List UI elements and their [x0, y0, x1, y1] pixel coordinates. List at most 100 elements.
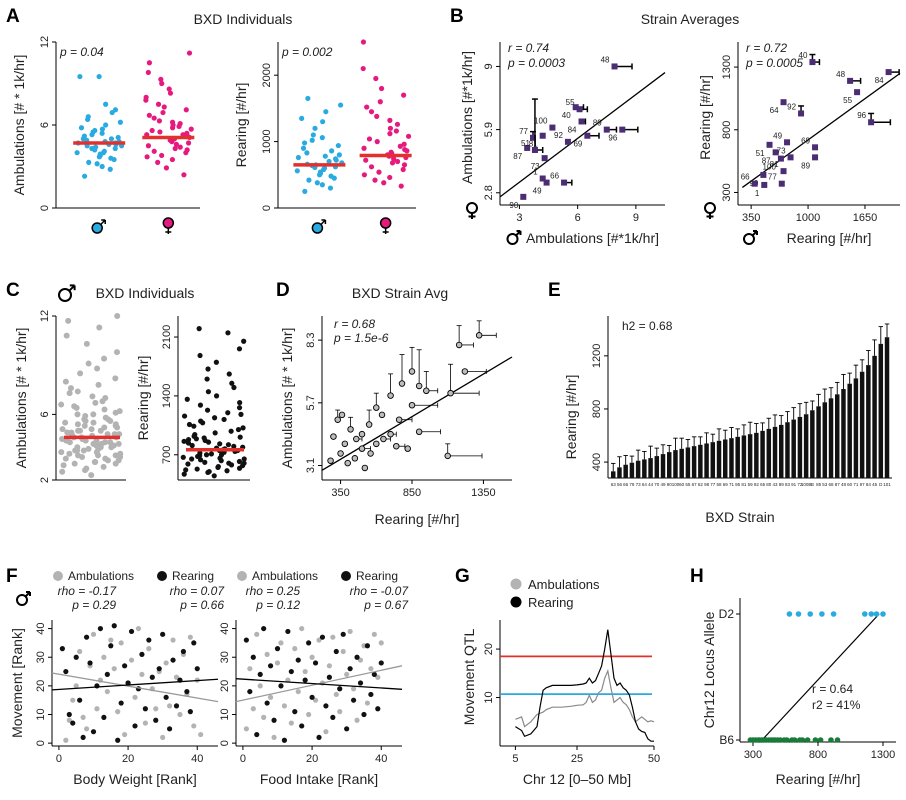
chart-a2-point: [322, 153, 328, 159]
chart-b1-strain-point: [539, 175, 546, 182]
chart-e-x-tick-label: 87: [835, 482, 841, 487]
chart-c2-point: [181, 438, 187, 444]
chart-a2-point: [372, 177, 378, 183]
chart-e-y-label: Rearing [#/hr]: [563, 375, 579, 460]
chart-c1-point: [85, 360, 92, 367]
chart-a1-point: [82, 173, 88, 179]
chart-d-point: [408, 368, 416, 375]
chart-c2-point: [206, 468, 212, 475]
chart-d-stat-r: r = 0.68: [334, 317, 375, 331]
chart-f2-ambulations-point: [271, 734, 277, 741]
chart-a1-point: [107, 166, 113, 172]
chart-e-bar: [698, 444, 703, 478]
chart-c1-point: [112, 375, 119, 382]
chart-f1-rearing-point: [173, 703, 180, 709]
chart-e-bar: [660, 454, 666, 478]
chart-f1-ambulations-point: [173, 674, 180, 680]
chart-g-rearing-line: [515, 629, 654, 742]
chart-a1-y-tick-label: 0: [39, 205, 51, 211]
chart-a1-point: [155, 159, 161, 165]
chart-f1-y-tick-label: 40: [35, 622, 47, 634]
chart-g-y-label: Movement QTL: [461, 629, 477, 726]
panel-a-title: BXD Individuals: [194, 11, 293, 27]
chart-d-point: [351, 455, 359, 462]
chart-e-bar: [735, 436, 740, 478]
chart-f1-legend-rearing-label: Rearing: [172, 569, 214, 583]
chart-e-x-tick-label: 91: [791, 482, 797, 487]
chart-e-x-tick-label: 55: [685, 482, 691, 487]
chart-c2-point: [225, 410, 231, 416]
chart-c1-point: [85, 445, 92, 452]
chart-e-x-tick-label: 66: [623, 482, 629, 487]
chart-c2-point: [238, 411, 244, 417]
chart-c2-point: [231, 443, 237, 449]
chart-f2-y-tick-label: 40: [219, 622, 231, 634]
chart-g-x-tick-label: 25: [571, 753, 583, 765]
chart-f1-rearing-point: [101, 714, 107, 720]
chart-f2-rearing-point: [340, 631, 346, 637]
chart-a1-point: [184, 130, 190, 136]
chart-b2-strain-point: [780, 168, 787, 175]
chart-a2-point: [306, 177, 312, 183]
chart-f1-ambulations-point: [101, 654, 107, 660]
chart-h-fit-line: [761, 613, 880, 741]
chart-e-x-tick-label: 92: [754, 482, 760, 487]
chart-a2-point: [300, 145, 307, 151]
chart-f2-ambulations-point: [292, 646, 298, 652]
chart-d-y-label: Ambulations [# * 1k/hr]: [279, 328, 295, 469]
chart-f2-ambulations-p: p = 0.12: [255, 598, 300, 612]
chart-c1-point: [75, 452, 82, 459]
chart-e-x-tick-label: 100B: [801, 482, 812, 487]
chart-f2-ambulations-point: [316, 637, 322, 643]
chart-b2-strain-point: [760, 171, 767, 178]
chart-b1-strain-label: 73: [531, 162, 540, 171]
chart-b2-strain-point: [809, 59, 816, 66]
chart-e-y-tick-label: 800: [591, 400, 603, 418]
chart-a2-point: [319, 135, 325, 141]
chart-f2-x-tick-label: 0: [240, 753, 246, 765]
chart-a2-point: [304, 150, 310, 156]
chart-a1-point: [173, 141, 179, 147]
chart-b2-strain-label: 40: [799, 51, 808, 60]
chart-e-y-tick-label: 1200: [591, 344, 603, 368]
chart-a1-stat: p = 0.04: [59, 45, 104, 59]
chart-c2-point: [208, 451, 215, 457]
chart-e-bar: [872, 355, 877, 478]
chart-f2-ambulations-point: [267, 694, 274, 700]
chart-e-bar: [704, 443, 709, 478]
chart-a1-point: [78, 125, 85, 131]
chart-f1-ambulations-point: [94, 706, 100, 712]
chart-e-bar: [729, 438, 734, 478]
chart-f1-rearing-point: [149, 674, 155, 680]
chart-c2-point: [204, 407, 211, 413]
chart-a1-point: [172, 145, 178, 152]
chart-f1-ambulations-point: [160, 734, 166, 741]
chart-c1-point: [67, 385, 74, 392]
chart-a2-point: [368, 109, 375, 115]
panel-d-title: BXD Strain Avg: [352, 285, 448, 301]
chart-c2-point: [189, 442, 195, 449]
chart-f2-rearing-point: [333, 648, 339, 655]
chart-b1-strain-point: [578, 118, 585, 125]
chart-c1-point: [62, 455, 69, 462]
chart-c2-point: [197, 402, 204, 408]
chart-a1-point: [160, 109, 166, 116]
chart-d-point: [447, 389, 454, 397]
chart-a1-point: [99, 126, 106, 132]
chart-c2-point: [236, 458, 243, 465]
chart-e-bar: [884, 337, 890, 478]
chart-c1-point: [113, 349, 120, 356]
chart-f2-rearing-point: [261, 625, 267, 632]
chart-f1-rearing-point: [122, 663, 128, 669]
chart-b2-strain-label: 77: [768, 173, 777, 182]
chart-e-bar: [835, 394, 840, 478]
chart-f1-x-tick-label: 40: [191, 753, 203, 765]
chart-c1-point: [59, 436, 66, 442]
panel-label-e: E: [548, 280, 561, 301]
chart-a2-point: [360, 39, 367, 45]
chart-f1-ambulations-point: [115, 709, 121, 715]
chart-f2-ambulations-point: [378, 640, 384, 646]
chart-b2-strain-label: 64: [770, 106, 779, 115]
chart-f1-rearing-point: [83, 634, 90, 640]
chart-f2-ambulations-point: [295, 688, 301, 695]
